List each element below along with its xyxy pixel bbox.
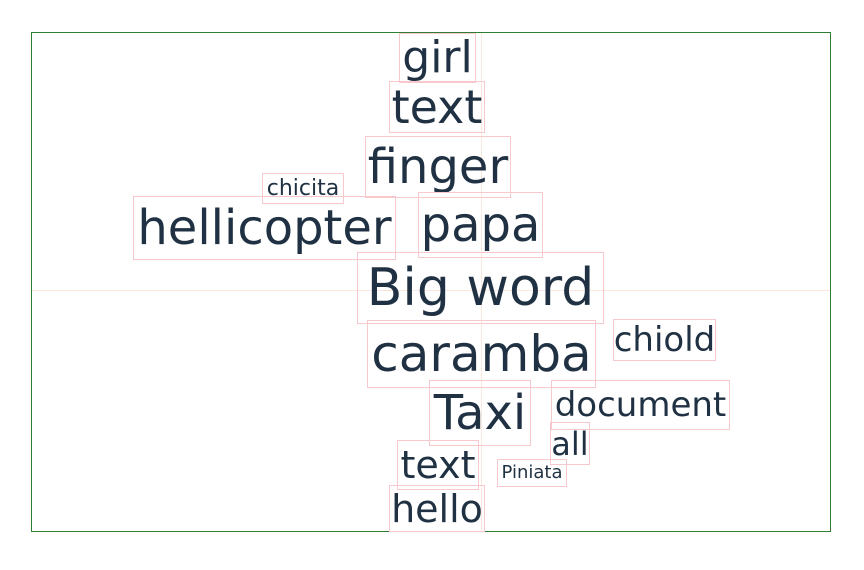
word-finger: finger	[365, 136, 511, 198]
vertical-center-guide	[481, 33, 482, 531]
word-all: all	[550, 422, 590, 465]
word-hellicopter: hellicopter	[133, 196, 396, 260]
horizontal-center-guide	[32, 290, 830, 291]
word-chiold: chiold	[613, 319, 716, 361]
word-document: document	[551, 380, 730, 430]
word-hello: hello	[389, 485, 485, 532]
word-text-top: text	[389, 81, 485, 133]
word-papa: papa	[418, 192, 543, 258]
word-taxi: Taxi	[429, 380, 531, 446]
word-girl: girl	[399, 33, 476, 83]
word-text-bottom: text	[397, 440, 479, 490]
word-piniata: Piniata	[497, 459, 567, 487]
word-caramba: caramba	[367, 320, 596, 388]
word-big-word: Big word	[357, 252, 604, 324]
word-chicita: chicita	[262, 173, 344, 204]
